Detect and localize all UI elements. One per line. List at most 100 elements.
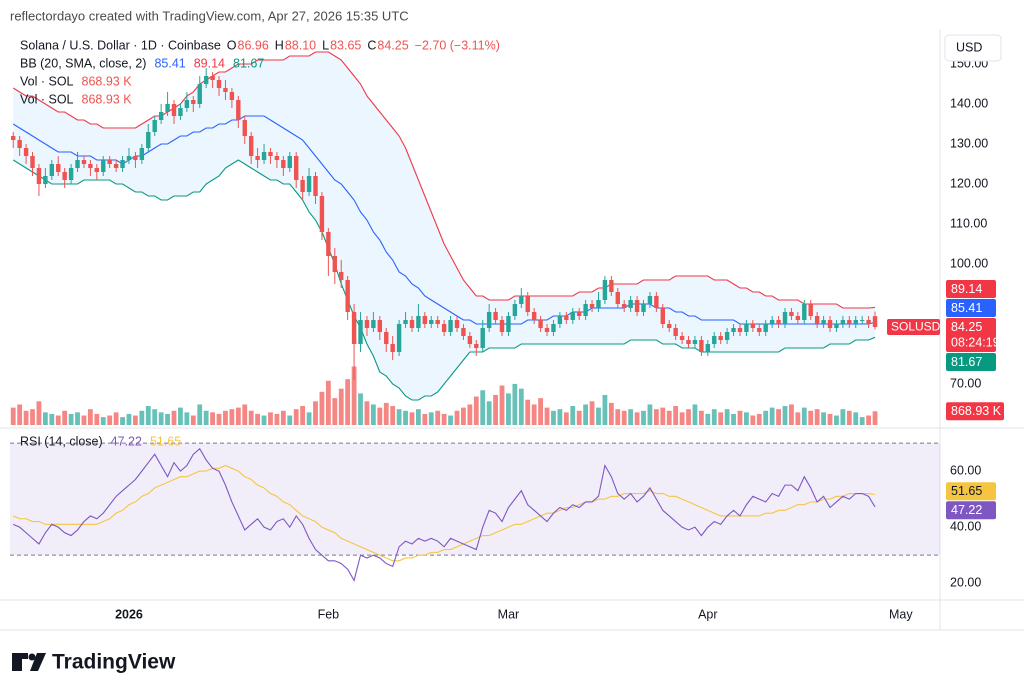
candle-body — [62, 172, 67, 180]
candle-body — [287, 156, 292, 168]
volume-bar — [319, 391, 325, 425]
candle-body — [519, 296, 524, 304]
volume-bar — [216, 413, 222, 425]
volume-bar — [467, 404, 473, 425]
tag-rsi: 47.22 — [951, 503, 982, 517]
candle-body — [795, 316, 801, 320]
volume-bar — [608, 402, 614, 425]
candle-body — [178, 108, 183, 116]
volume-bar — [441, 413, 447, 425]
candle-body — [294, 156, 299, 180]
volume-bar — [313, 401, 318, 425]
candle-body — [859, 320, 865, 321]
volume-bar — [512, 383, 518, 425]
volume-bar — [866, 415, 872, 425]
volume-bar — [229, 409, 235, 425]
candle-body — [647, 296, 653, 304]
volume-bar — [872, 411, 878, 425]
candle-body — [171, 104, 177, 116]
volume-bar — [165, 413, 170, 425]
volume-bar — [551, 410, 556, 425]
volume-bar — [287, 415, 293, 425]
legend-low: 83.65 — [330, 38, 361, 52]
candle-body — [403, 320, 408, 324]
volume-bar — [396, 409, 402, 425]
candle-body — [371, 320, 376, 328]
candle-body — [602, 280, 608, 300]
volume-bar — [596, 407, 601, 425]
candle-body — [126, 156, 132, 160]
volume-bar — [203, 410, 209, 425]
candle-body — [564, 316, 569, 320]
volume-bar — [647, 404, 653, 425]
candle-body — [274, 156, 280, 160]
volume-bar — [602, 394, 608, 425]
volume-bar — [197, 404, 203, 425]
candle-body — [203, 76, 209, 84]
legend-change: −2.70 (−3.11%) — [415, 38, 500, 52]
volume-bar — [133, 415, 138, 425]
candle-body — [827, 320, 833, 328]
volume-bar — [370, 404, 376, 425]
candle-body — [229, 92, 235, 100]
candle-body — [88, 164, 93, 168]
candle-body — [628, 300, 633, 308]
candle-body — [551, 324, 556, 332]
logo-text: TradingView — [52, 651, 176, 674]
candle-body — [673, 328, 678, 336]
candle-body — [622, 304, 627, 308]
volume-bar — [255, 413, 261, 425]
candle-body — [313, 176, 318, 196]
candle-body — [814, 316, 820, 324]
volume-bar — [178, 407, 183, 425]
tag-volume-bg — [946, 402, 1004, 421]
candle-body — [480, 328, 485, 348]
volume-bar — [493, 394, 498, 425]
volume-bar — [300, 406, 306, 425]
volume-bar — [390, 406, 396, 425]
candle-body — [306, 176, 312, 192]
volume-bar — [563, 412, 569, 425]
volume-bar — [10, 407, 16, 425]
logo: TradingView — [12, 651, 176, 674]
candle-body — [821, 320, 826, 324]
tag-rsi-ma-bg — [946, 482, 996, 501]
tag-bb-basis-bg — [946, 299, 996, 318]
candle-body — [570, 312, 575, 320]
header-text: reflectordayo created with TradingView.c… — [10, 8, 409, 23]
tag-rsi-ma: 51.65 — [951, 484, 982, 498]
volume-bar — [814, 409, 820, 425]
logo-icon-slant — [30, 653, 46, 671]
x-tick-label: 2026 — [115, 607, 143, 621]
legend-bb-basis: 85.41 — [154, 56, 185, 70]
volume-bar — [190, 415, 196, 425]
volume-bar — [145, 406, 151, 425]
volume-bar — [795, 412, 801, 425]
legend-letter: H — [275, 38, 284, 52]
volume-bar — [679, 412, 685, 425]
volume-bar — [23, 410, 29, 425]
volume-bar — [827, 413, 833, 425]
candle-body — [712, 336, 717, 344]
legend-title: Solana / U.S. Dollar · 1D · Coinbase — [20, 38, 221, 52]
candle-body — [866, 320, 871, 324]
volume-bar — [692, 404, 698, 425]
candle-body — [506, 316, 511, 332]
volume-bar — [653, 409, 659, 425]
volume-bar — [480, 390, 486, 425]
candle-body — [782, 312, 788, 324]
y-tick-label: 70.00 — [950, 376, 981, 390]
volume-bar — [152, 409, 158, 425]
candle-body — [23, 148, 29, 156]
candle-body — [731, 328, 736, 332]
candle-body — [152, 120, 157, 132]
candle-body — [43, 176, 48, 184]
volume-bar — [358, 393, 363, 425]
volume-bar — [621, 410, 627, 425]
candle-body — [789, 312, 794, 316]
candle-body — [660, 308, 666, 324]
volume-bar — [158, 412, 164, 425]
legend-bb-lower: 81.67 — [233, 56, 264, 70]
tag-bb-lower-bg — [946, 353, 996, 372]
rsi-line — [13, 447, 876, 582]
